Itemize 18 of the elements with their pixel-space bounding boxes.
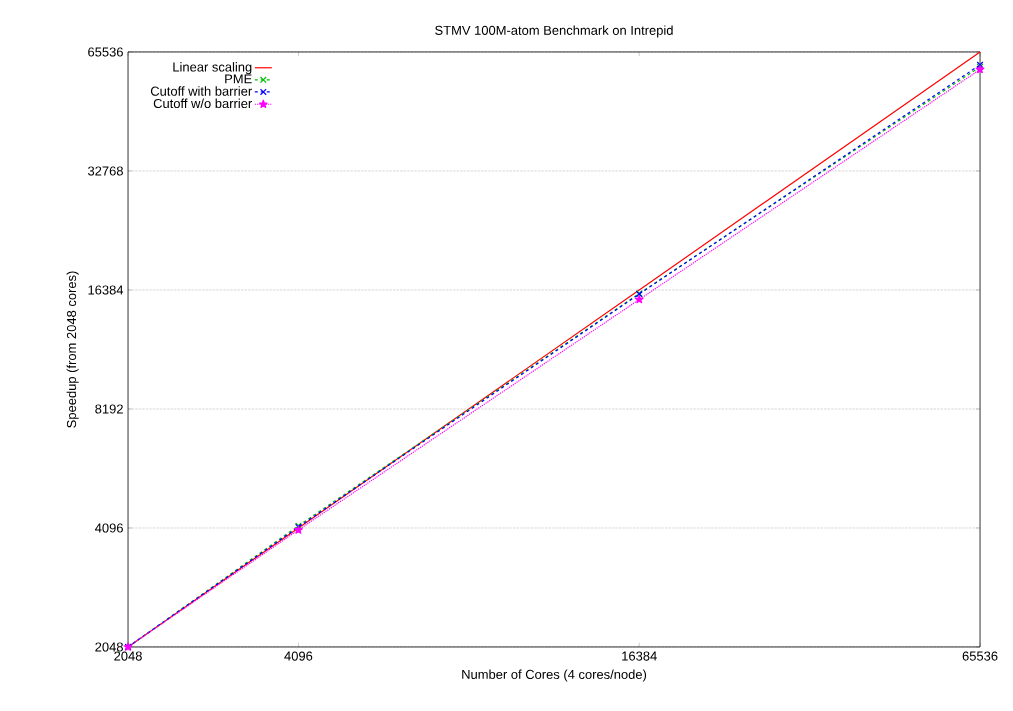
x-axis-title: Number of Cores (4 cores/node) xyxy=(462,669,647,682)
y-tick-label: 8192 xyxy=(95,404,123,414)
x-tick-label: 16384 xyxy=(622,651,657,661)
legend-label: Linear scaling xyxy=(173,62,252,75)
legend-label: PME xyxy=(225,74,252,84)
y-axis-title: Speedup (from 2048 cores) xyxy=(66,271,79,428)
chart-title: STMV 100M-atom Benchmark on Intrepid xyxy=(435,25,673,38)
legend-label: Cutoff with barrier xyxy=(150,86,252,96)
y-tick-label: 4096 xyxy=(95,523,123,533)
x-tick-label: 65536 xyxy=(962,651,998,661)
legend-label: Cutoff w/o barrier xyxy=(153,98,252,109)
x-tick-label: 2048 xyxy=(114,651,142,661)
point xyxy=(634,294,644,304)
y-tick-label: 32768 xyxy=(88,166,123,176)
y-tick-label: 65536 xyxy=(88,47,123,57)
y-tick-label: 16384 xyxy=(88,285,124,295)
y-tick-label: 2048 xyxy=(95,642,123,652)
x-tick-label: 4096 xyxy=(284,651,313,661)
